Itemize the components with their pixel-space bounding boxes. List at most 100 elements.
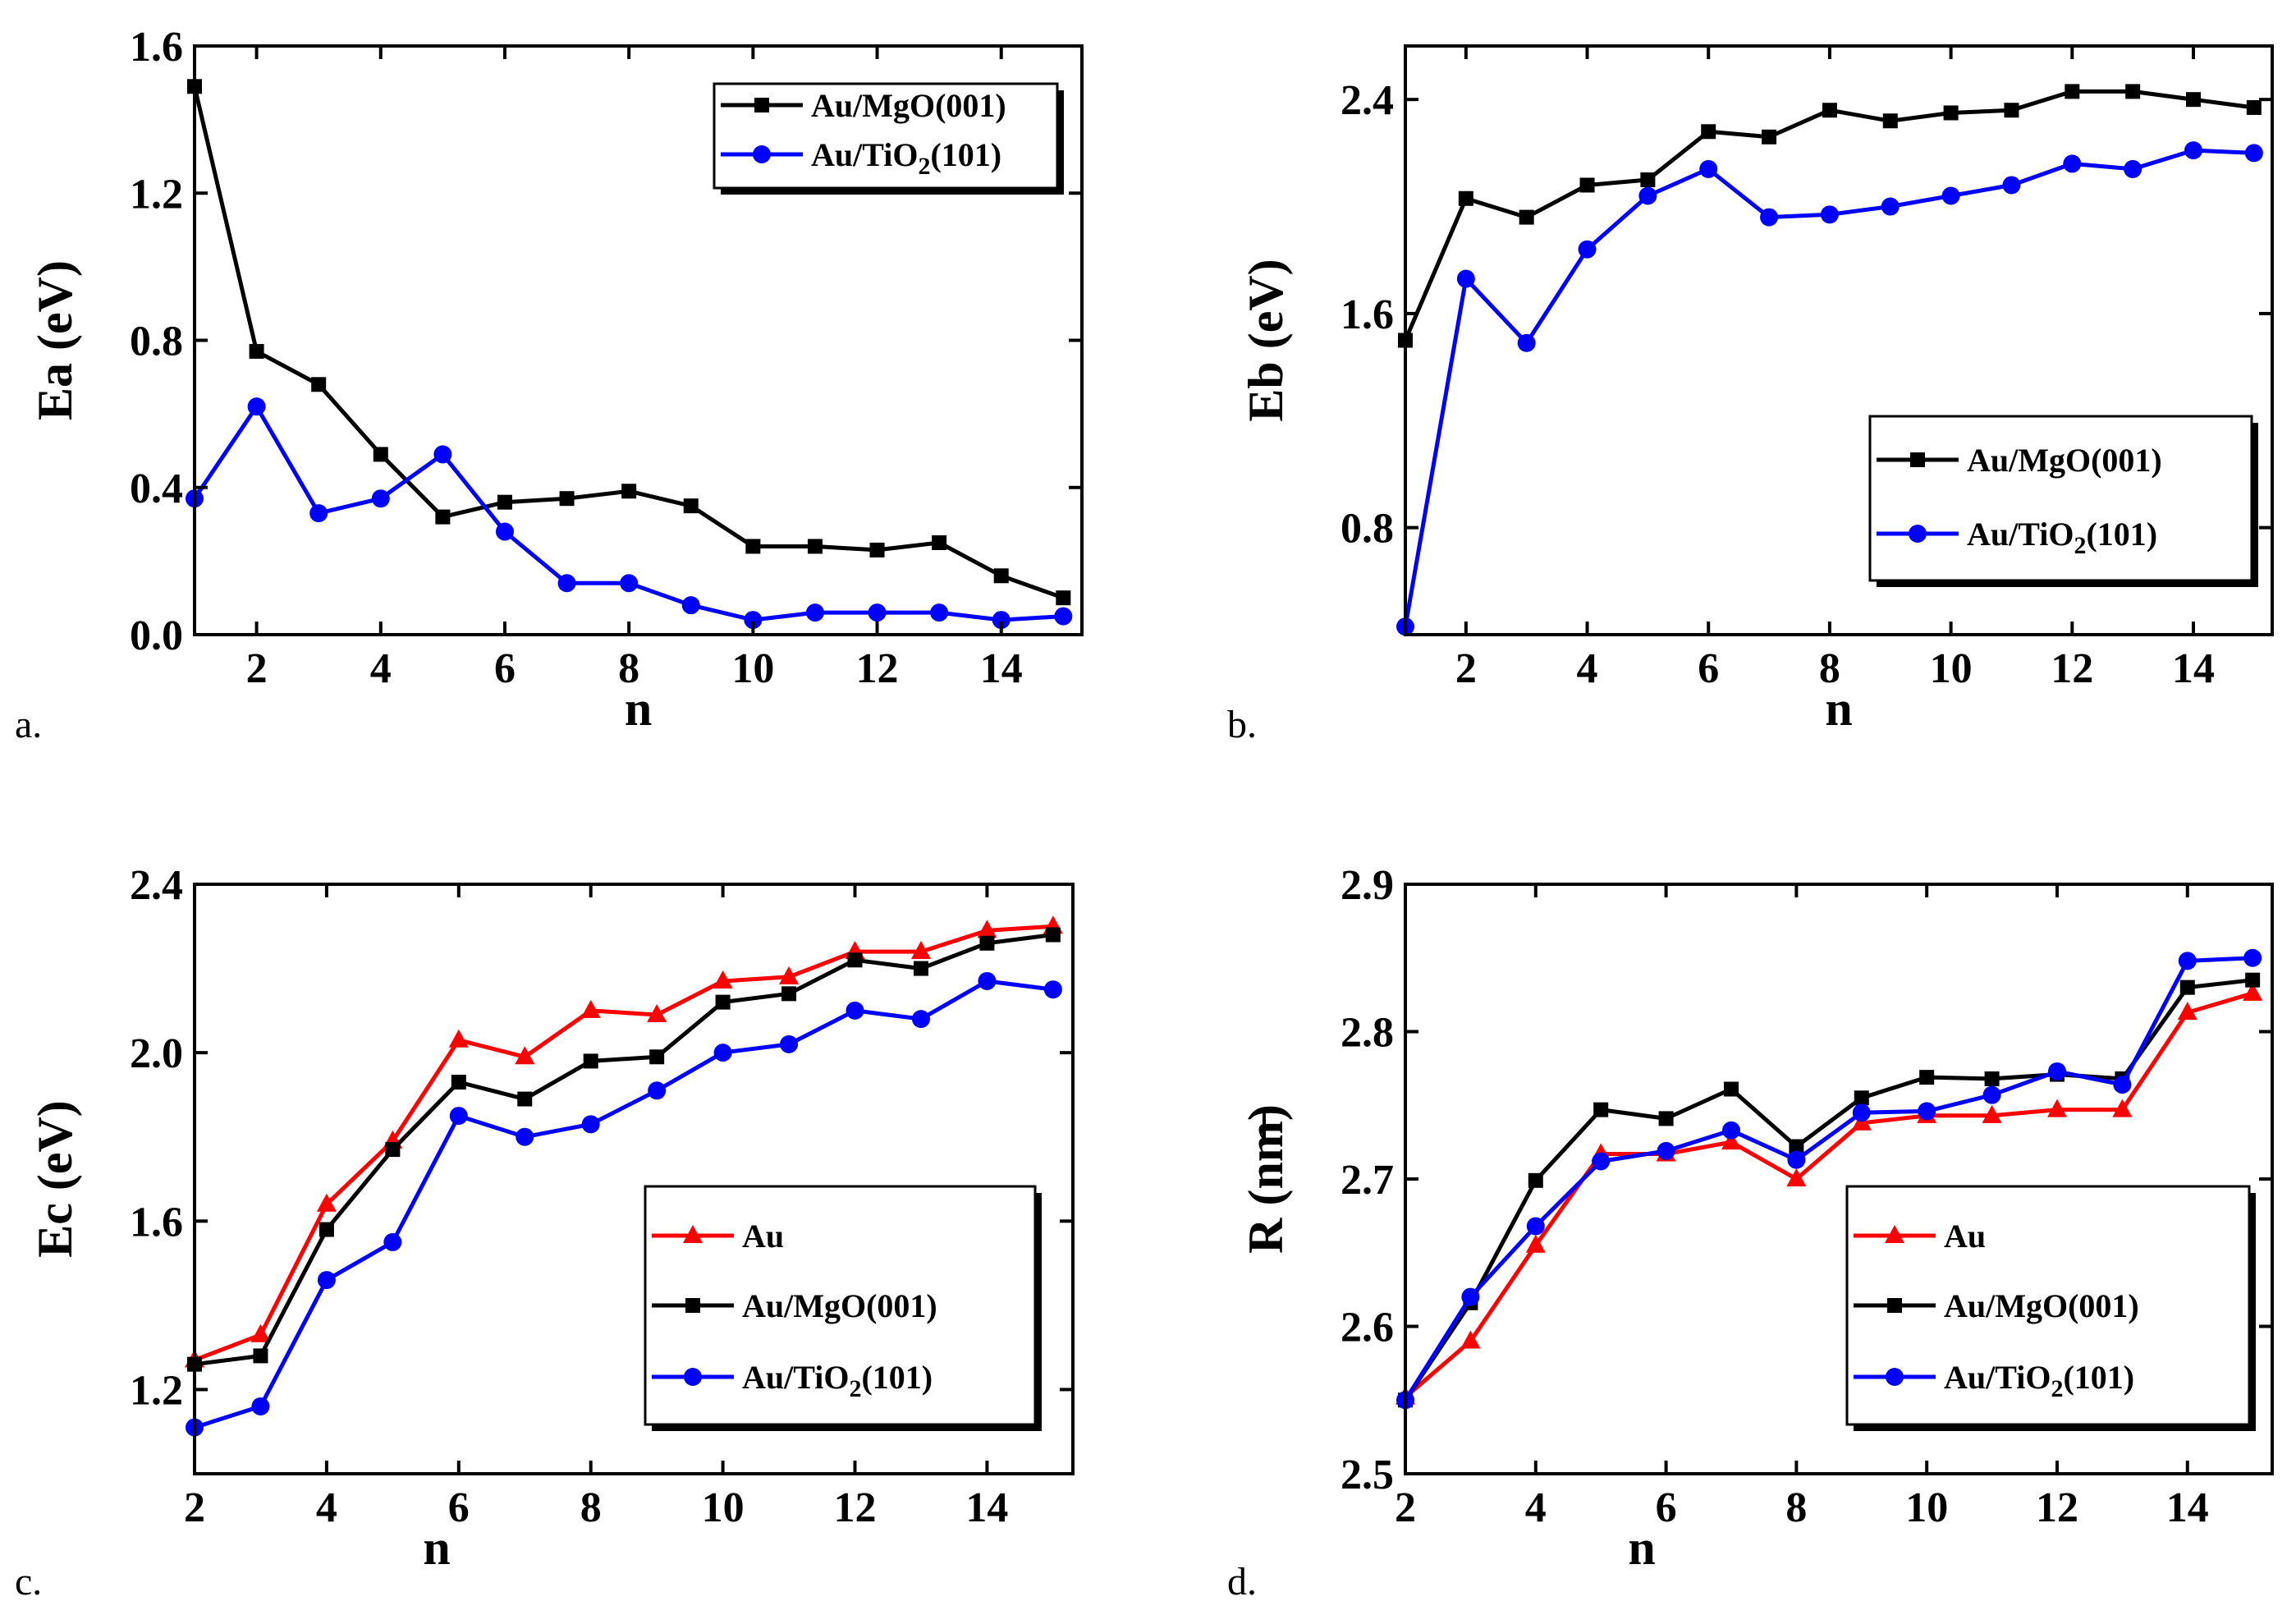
y-tick-label: 2.5 — [1340, 1452, 1394, 1498]
legend-item: Au/TiO2(101) — [1877, 516, 2157, 559]
data-point — [979, 935, 995, 951]
data-point — [1854, 1090, 1869, 1106]
data-point — [992, 611, 1011, 630]
data-point — [309, 504, 328, 523]
x-tick-label: 8 — [1785, 1484, 1807, 1531]
data-point — [1919, 1070, 1935, 1085]
data-point — [1760, 208, 1779, 227]
data-point — [311, 377, 327, 392]
series-au-mgo-001- — [187, 927, 1061, 1372]
data-point — [930, 603, 949, 622]
data-point — [868, 603, 887, 622]
legend-marker — [754, 98, 769, 112]
x-tick-label: 4 — [316, 1484, 337, 1531]
x-tick-label: 2 — [246, 645, 268, 692]
data-point — [1640, 172, 1656, 187]
data-point — [1941, 186, 1960, 205]
panel-c: 2 4 6 8 10 12 14 1.2 1.6 2.0 2.4 n Ec (eV) c. Au Au/MgO… — [15, 862, 1075, 1603]
data-point — [383, 1232, 402, 1251]
x-tick-label: 2 — [1455, 645, 1477, 692]
legend-label: Au — [742, 1218, 784, 1255]
data-point — [559, 491, 575, 507]
data-point — [319, 1222, 334, 1237]
series-au — [185, 915, 1063, 1368]
data-point — [1852, 1103, 1871, 1122]
data-point — [805, 603, 824, 622]
series-au-tio2-101- — [186, 971, 1062, 1437]
data-point — [1460, 1330, 1481, 1349]
x-tick-label: 14 — [2166, 1484, 2209, 1531]
legend-item: Au/TiO2(101) — [721, 136, 1001, 180]
y-tick-label: 2.9 — [1340, 862, 1394, 909]
x-tick-label: 10 — [731, 645, 774, 692]
data-point — [1721, 1121, 1740, 1140]
data-point — [744, 611, 763, 630]
legend-item: Au/TiO2(101) — [652, 1359, 933, 1402]
x-tick-label: 8 — [1819, 645, 1840, 692]
data-point — [779, 966, 800, 984]
data-point — [681, 596, 700, 615]
data-point — [1820, 205, 1839, 224]
data-point — [2125, 84, 2141, 99]
data-point — [1943, 105, 1959, 121]
y-axis-label: Ea (eV) — [28, 260, 82, 420]
data-point — [2065, 84, 2080, 99]
x-axis-label: n — [1628, 1521, 1655, 1575]
data-point — [1723, 1081, 1739, 1097]
data-point — [1982, 1085, 2001, 1104]
legend-label: Au/MgO(001) — [1967, 442, 2162, 479]
data-point — [1517, 333, 1536, 352]
series-au-tio2-101- — [1396, 141, 2263, 636]
data-point — [1822, 103, 1837, 118]
data-point — [515, 1046, 535, 1065]
y-tick-label: 0.8 — [130, 319, 183, 365]
legend-marker — [753, 145, 771, 163]
data-point — [253, 1348, 268, 1364]
data-point — [1701, 124, 1716, 140]
data-point — [910, 941, 931, 960]
data-point — [913, 961, 928, 976]
legend-item: Au — [1854, 1218, 1986, 1255]
panel-label: b. — [1227, 703, 1257, 746]
data-point — [516, 1127, 534, 1146]
data-point — [517, 1091, 533, 1107]
data-point — [847, 952, 863, 968]
data-point — [1519, 209, 1534, 225]
x-tick-label: 12 — [856, 645, 899, 692]
legend-item: Au/MgO(001) — [652, 1287, 937, 1324]
data-point — [1045, 927, 1061, 943]
x-tick-label: 12 — [2036, 1484, 2078, 1531]
data-point — [649, 1049, 665, 1065]
panel-d: 2 4 6 8 10 12 142.52.62.72.82.9nR (nm)d.AuAu/M… — [1227, 862, 2274, 1603]
y-tick-label: 2.6 — [1340, 1305, 1394, 1351]
data-point — [1638, 186, 1657, 205]
series-line — [1404, 991, 2253, 1399]
legend-label: Au/MgO(001) — [1944, 1287, 2139, 1324]
series-line — [194, 979, 1054, 1429]
data-point — [581, 1115, 600, 1134]
data-point — [557, 574, 576, 593]
x-tick-label: 4 — [370, 645, 392, 692]
y-axis-label: Eb (eV) — [1239, 259, 1293, 421]
data-point — [2245, 972, 2261, 988]
series-line — [194, 933, 1054, 1367]
legend-label: Au/MgO(001) — [811, 87, 1006, 124]
data-point — [2178, 952, 2197, 970]
legend-label: Au/TiO2(101) — [1967, 516, 2157, 559]
data-point — [250, 1324, 271, 1342]
data-point — [715, 994, 731, 1010]
x-tick-label: 2 — [184, 1484, 205, 1531]
y-tick-label: 2.4 — [130, 862, 183, 909]
data-point — [449, 1107, 468, 1126]
y-tick-label: 1.6 — [1340, 291, 1394, 338]
data-point — [1043, 980, 1062, 999]
x-tick-label: 6 — [1656, 1484, 1677, 1531]
data-point — [497, 494, 512, 510]
legend-label: Au/MgO(001) — [742, 1287, 937, 1324]
data-point — [932, 534, 947, 550]
series-au-mgo-001- — [187, 79, 1071, 606]
data-point — [1579, 177, 1595, 193]
y-tick-label: 0.4 — [130, 466, 183, 512]
data-point — [745, 539, 761, 554]
